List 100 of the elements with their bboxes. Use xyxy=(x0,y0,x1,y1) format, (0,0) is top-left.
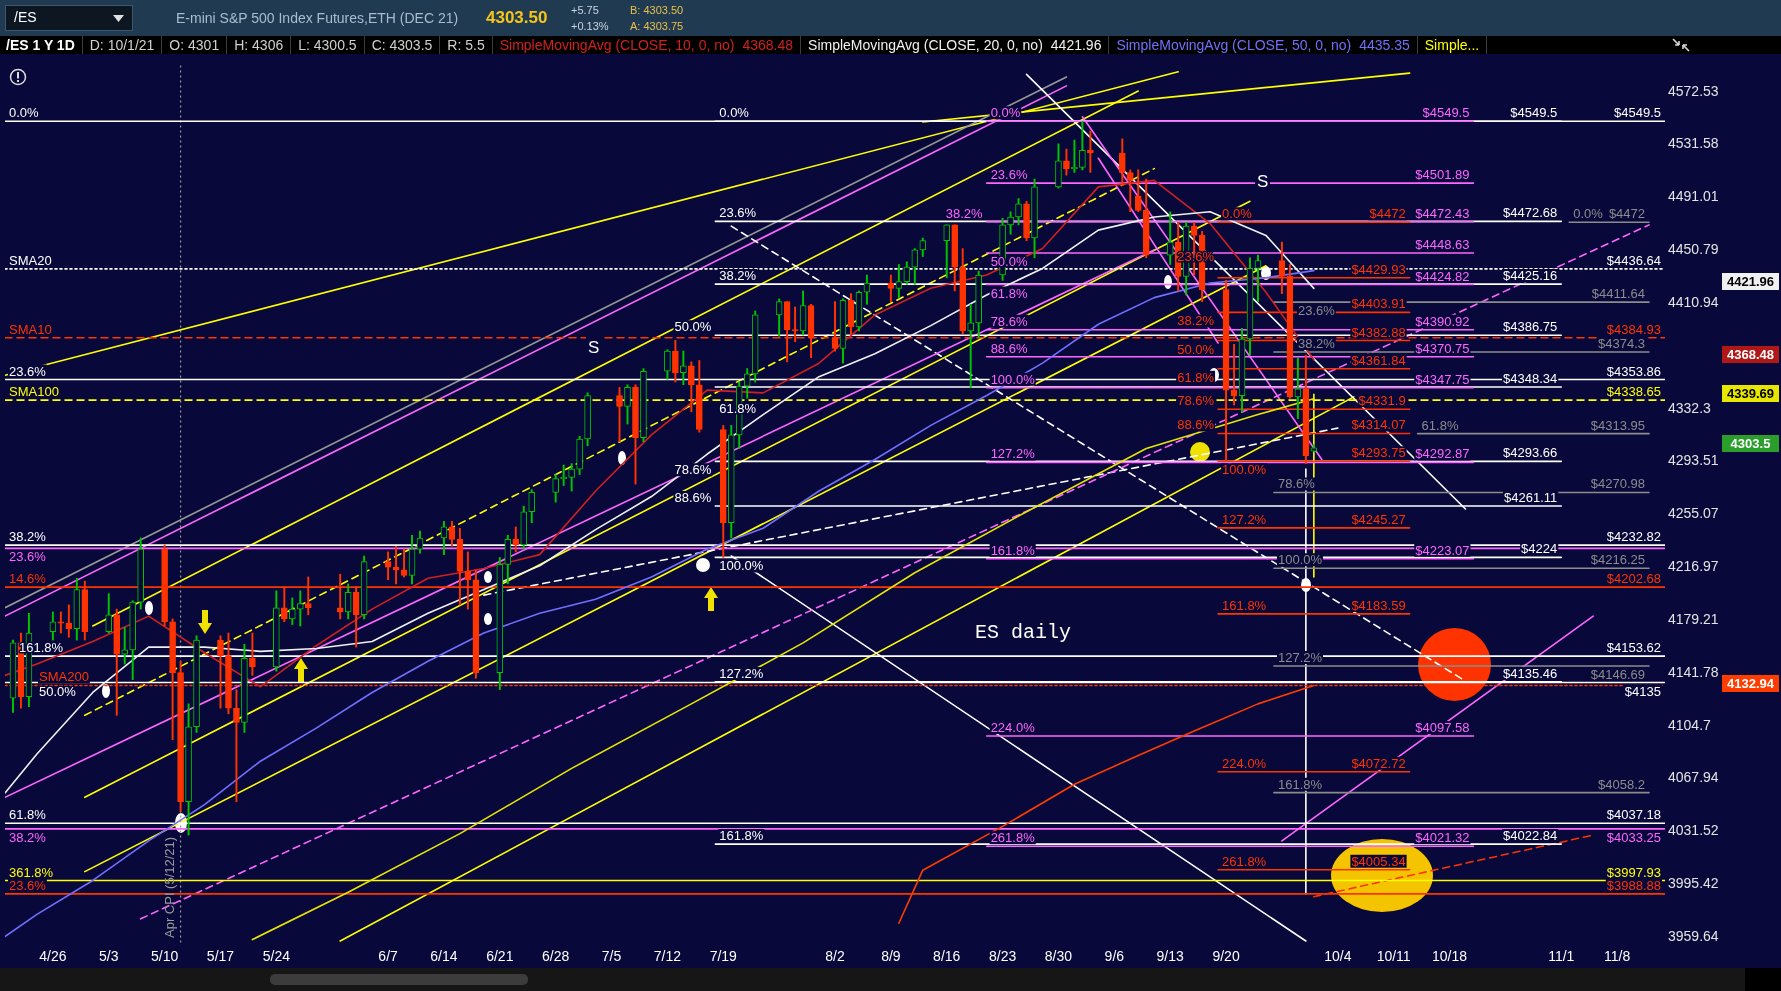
annotation: 61.8% xyxy=(1421,417,1459,433)
data-label: $4224 xyxy=(1521,541,1558,557)
data-label: $4146.69 xyxy=(1590,666,1646,682)
annotation: SMA20 xyxy=(9,252,52,268)
x-tick-label: 10/11 xyxy=(1376,948,1411,965)
data-label: $4293.75 xyxy=(1351,445,1406,461)
annotation: 88.6% xyxy=(990,340,1028,356)
data-label: $4022.84 xyxy=(1503,828,1558,844)
y-tick-label: 4491.01 xyxy=(1668,188,1719,205)
text: /ES xyxy=(14,9,37,26)
annotation: 23.6% xyxy=(1297,303,1336,319)
annotation: 127.2% xyxy=(719,665,764,681)
x-tick-label: 7/19 xyxy=(709,948,738,965)
x-tick-label: 10/4 xyxy=(1324,948,1352,965)
data-label: $4135.46 xyxy=(1503,665,1558,681)
annotation: ES daily xyxy=(975,621,1072,645)
x-tick-label: 8/23 xyxy=(988,948,1017,965)
chart-subtitle: /ES 1 Y 1D xyxy=(0,36,83,54)
text: H: 4306 xyxy=(227,36,292,54)
annotation: 78.6% xyxy=(1277,476,1316,492)
annotation: 100.0% xyxy=(1277,552,1323,568)
x-tick-label: 5/24 xyxy=(262,948,291,965)
data-label: $4331.9 xyxy=(1358,393,1406,409)
x-tick-label: 6/28 xyxy=(542,948,570,965)
data-label: $4425.16 xyxy=(1503,268,1558,284)
data-label: $4370.75 xyxy=(1415,340,1470,356)
annotation: 23.6% xyxy=(719,205,757,221)
annotation: 78.6% xyxy=(1177,393,1215,409)
data-label: $4270.98 xyxy=(1590,476,1646,492)
x-tick-label: 6/7 xyxy=(378,948,399,965)
data-label: $4436.64 xyxy=(1606,252,1662,268)
annotation: 50.0% xyxy=(39,683,77,699)
annotation: 88.6% xyxy=(1177,417,1215,433)
data-label: $4472.43 xyxy=(1415,205,1470,221)
text: O: 4301 xyxy=(162,36,228,54)
x-tick-label: 6/14 xyxy=(430,948,458,965)
x-tick-label: 5/17 xyxy=(206,948,235,965)
y-tick-label: 4255.07 xyxy=(1668,505,1719,522)
x-tick-label: 4/26 xyxy=(39,948,67,965)
text: SimpleMovingAvg (CLOSE, 50, 0, no) xyxy=(1116,36,1352,54)
text: L: 4300.5 xyxy=(291,36,365,54)
data-label: $4472.68 xyxy=(1503,205,1558,221)
annotation: 161.8% xyxy=(990,542,1036,558)
annotation: 78.6% xyxy=(674,462,712,478)
annotation: 261.8% xyxy=(1222,853,1267,869)
data-label: $3988.88 xyxy=(1606,877,1662,893)
data-label: $4153.62 xyxy=(1606,640,1662,656)
text: Simple... xyxy=(1417,36,1488,54)
data-label: $4058.2 xyxy=(1598,776,1646,792)
annotation: 61.8% xyxy=(990,285,1028,301)
x-tick-label: 8/16 xyxy=(933,948,961,965)
text: 4368.48 xyxy=(742,36,794,54)
annotation: 38.2% xyxy=(9,529,47,545)
y-tick-label: 4067.94 xyxy=(1668,769,1719,786)
data-label: $4245.27 xyxy=(1351,511,1406,527)
y-tick-label: 4410.94 xyxy=(1668,293,1719,310)
y-tick-label: 4293.51 xyxy=(1668,452,1719,469)
y-tick-label: 4450.79 xyxy=(1668,241,1719,258)
annotation: 127.2% xyxy=(1277,649,1323,665)
data-label: $4338.65 xyxy=(1606,384,1662,400)
annotation: 0.0% xyxy=(1573,206,1604,222)
data-label: $4313.95 xyxy=(1590,417,1646,433)
data-label: $4424.82 xyxy=(1415,268,1470,284)
chart-title: E-mini S&P 500 Index Futures,ETH (DEC 21) xyxy=(176,10,459,27)
text: D: 10/1/21 xyxy=(82,36,163,54)
annotation: S xyxy=(586,337,602,358)
text: 4421.96 xyxy=(1050,36,1102,54)
x-tick-label: 9/20 xyxy=(1212,948,1240,965)
data-label: $4411.64 xyxy=(1591,286,1646,302)
y-tick-label: 4031.52 xyxy=(1668,822,1719,839)
annotation: 78.6% xyxy=(990,313,1028,329)
text: +0.13% xyxy=(571,19,609,33)
data-label: $4549.5 xyxy=(1614,105,1662,121)
x-tick-label: 8/2 xyxy=(825,948,845,965)
annotation: SMA10 xyxy=(9,321,52,337)
x-tick-label: 9/6 xyxy=(1104,948,1125,965)
annotation: 161.8% xyxy=(1277,776,1323,792)
text: SimpleMovingAvg (CLOSE, 20, 0, no) xyxy=(808,36,1043,54)
text: 4339.69 xyxy=(1722,384,1779,402)
annotation: 224.0% xyxy=(1222,755,1267,771)
data-label: $4005.34 xyxy=(1351,853,1406,869)
text: 4303.5 xyxy=(1722,434,1779,452)
annotation: 261.8% xyxy=(990,830,1036,846)
x-tick-label: 11/8 xyxy=(1604,948,1631,965)
annotation: 38.2% xyxy=(719,268,757,284)
annotation: 61.8% xyxy=(1177,369,1215,385)
annotation: 38.2% xyxy=(945,205,984,221)
text: 4132.94 xyxy=(1722,674,1779,692)
data-label: $4403.91 xyxy=(1351,296,1406,312)
annotation: 0.0% xyxy=(990,105,1021,121)
annotation: 127.2% xyxy=(1222,511,1267,527)
data-label: $4549.5 xyxy=(1422,105,1470,121)
annotation: 50.0% xyxy=(674,319,712,335)
data-label: $4261.11 xyxy=(1503,490,1558,506)
data-label: $4314.07 xyxy=(1351,417,1406,433)
x-tick-label: 8/30 xyxy=(1044,948,1073,965)
annotation: S xyxy=(1255,171,1271,192)
annotation: 100.0% xyxy=(1222,462,1267,478)
data-label: $4135 xyxy=(1624,683,1662,699)
data-label: $4097.58 xyxy=(1415,719,1470,735)
